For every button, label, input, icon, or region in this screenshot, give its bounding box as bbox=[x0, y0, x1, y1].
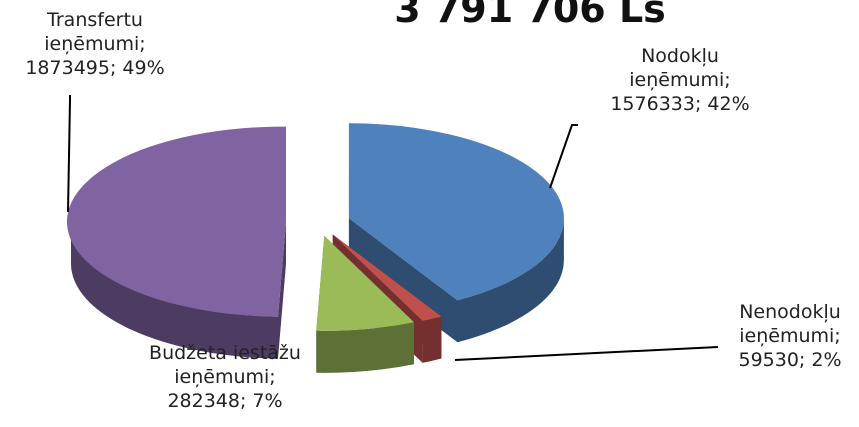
slice-label: Nenodokļu ieņēmumi; 59530; 2% bbox=[705, 300, 859, 372]
slice-label: Budžeta iestāžu ieņēmumi; 282348; 7% bbox=[130, 341, 320, 413]
value-label: 1576333; 42% bbox=[610, 93, 750, 115]
leader-line bbox=[67, 95, 71, 213]
slice bbox=[332, 234, 442, 321]
pie bbox=[66, 123, 564, 373]
slice-label: Transfertu ieņēmumi; 1873495; 49% bbox=[5, 8, 185, 80]
leader-line bbox=[549, 124, 578, 189]
slice bbox=[316, 235, 414, 331]
category-label: Nenodokļu ieņēmumi; bbox=[739, 301, 841, 347]
slice-side bbox=[422, 316, 442, 363]
leader-line bbox=[454, 346, 719, 361]
slice-side bbox=[70, 221, 279, 359]
value-label: 59530; 2% bbox=[738, 349, 842, 371]
category-label: Transfertu ieņēmumi; bbox=[44, 9, 146, 55]
slice bbox=[66, 126, 287, 317]
value-label: 1873495; 49% bbox=[25, 57, 165, 79]
slice-side bbox=[316, 322, 414, 373]
slice-side bbox=[278, 221, 287, 359]
value-label: 282348; 7% bbox=[167, 390, 283, 412]
chart-title: 3 791 706 Ls bbox=[394, 0, 666, 31]
slice-side bbox=[457, 218, 564, 343]
slice-label: Nodokļu ieņēmumi; 1576333; 42% bbox=[595, 44, 765, 116]
category-label: Nodokļu ieņēmumi; bbox=[629, 45, 731, 91]
slice bbox=[348, 123, 564, 301]
category-label: Budžeta iestāžu ieņēmumi; bbox=[149, 342, 301, 388]
